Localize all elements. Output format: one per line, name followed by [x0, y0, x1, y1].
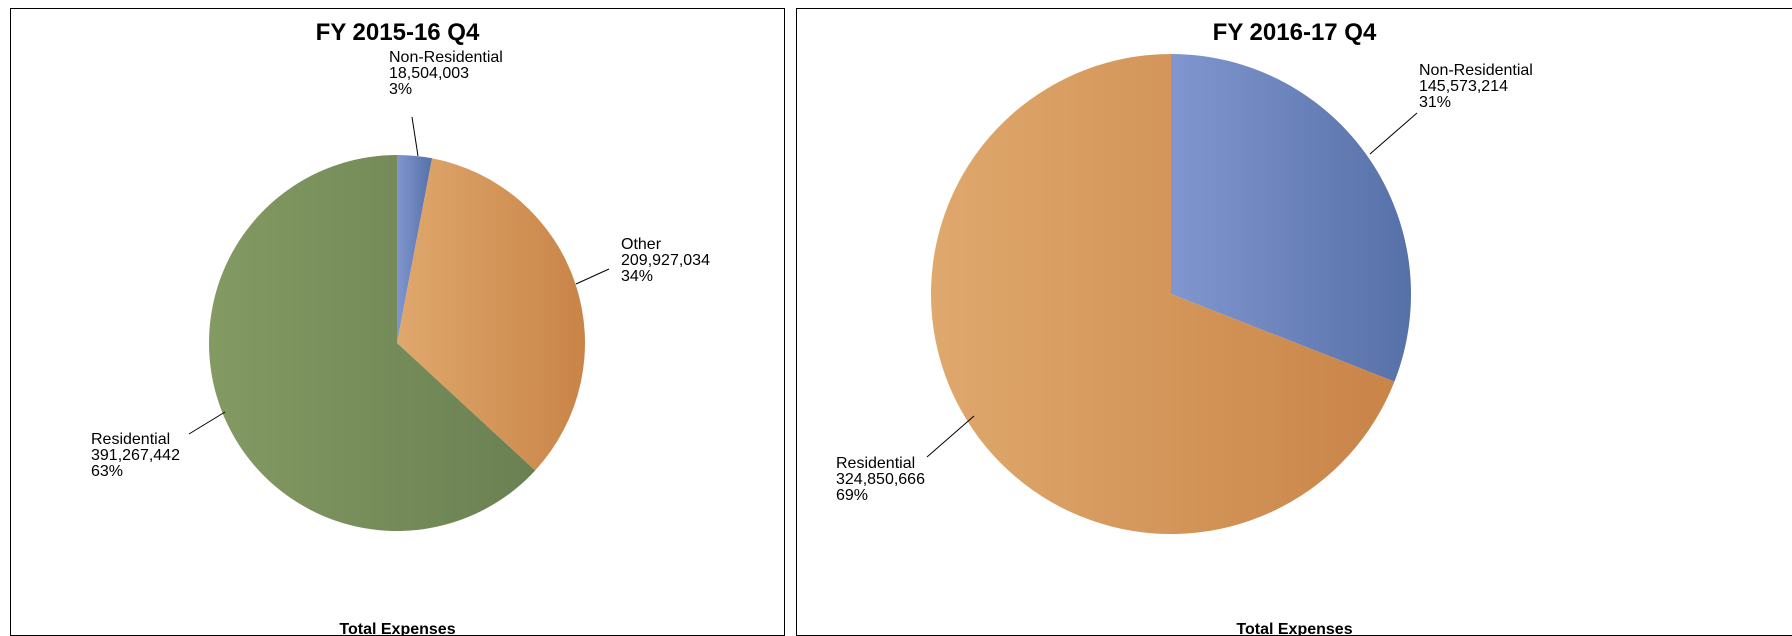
chart-title: FY 2015-16 Q4: [315, 19, 480, 46]
pie-slice-other: [397, 158, 585, 471]
slice-data-label: Non-Residential 18,504,003 3%: [389, 49, 503, 98]
pie-chart-svg: Non-Residential 145,573,214 31% Residential…: [836, 54, 1533, 535]
leader-line: [188, 411, 226, 435]
chart-footer-label: Total Expenses: [339, 621, 456, 636]
slice-value-label: 145,573,214: [1419, 78, 1508, 95]
slice-data-label: Residential 324,850,666 69%: [836, 455, 925, 504]
slice-name-label: Residential: [836, 455, 915, 472]
pie-chart-panel-fy2016-17: FY 2016-17 Q4 Non-Residential 145,573,214…: [796, 8, 1792, 636]
leader-line: [575, 268, 610, 285]
slice-data-label: Non-Residential 145,573,214 31%: [1419, 62, 1533, 111]
slice-percent-label: 34%: [621, 268, 653, 285]
pie-slice-non-residential: [1171, 54, 1412, 382]
leader-line: [1369, 112, 1418, 155]
leader-line: [926, 415, 975, 458]
slice-percent-label: 69%: [836, 487, 868, 504]
slice-data-label: Other 209,927,034 34%: [621, 236, 710, 285]
pie-chart-svg: Non-Residential 18,504,003 3% Other 209,927,…: [91, 49, 710, 531]
slice-name-label: Non-Residential: [1419, 62, 1533, 79]
slice-name-label: Non-Residential: [389, 49, 503, 66]
slice-percent-label: 63%: [91, 463, 123, 480]
slice-value-label: 391,267,442: [91, 447, 180, 464]
chart-title: FY 2016-17 Q4: [1212, 19, 1377, 46]
pie-chart-panel-fy2015-16: FY 2015-16 Q4 Non-Residential 18,504,003 3…: [10, 8, 785, 636]
leader-line: [411, 116, 419, 157]
slice-name-label: Other: [621, 236, 662, 253]
pie-slice-non-residential: [397, 155, 433, 343]
slice-name-label: Residential: [91, 431, 170, 448]
slice-percent-label: 3%: [389, 81, 412, 98]
chart-footer-label: Total Expenses: [1236, 621, 1353, 636]
slice-data-label: Residential 391,267,442 63%: [91, 431, 180, 480]
slice-value-label: 209,927,034: [621, 252, 710, 269]
slice-percent-label: 31%: [1419, 94, 1451, 111]
slice-value-label: 324,850,666: [836, 471, 925, 488]
pie-slice-residential: [209, 154, 536, 531]
slice-value-label: 18,504,003: [389, 65, 469, 82]
pie-slice-residential: [931, 54, 1395, 535]
